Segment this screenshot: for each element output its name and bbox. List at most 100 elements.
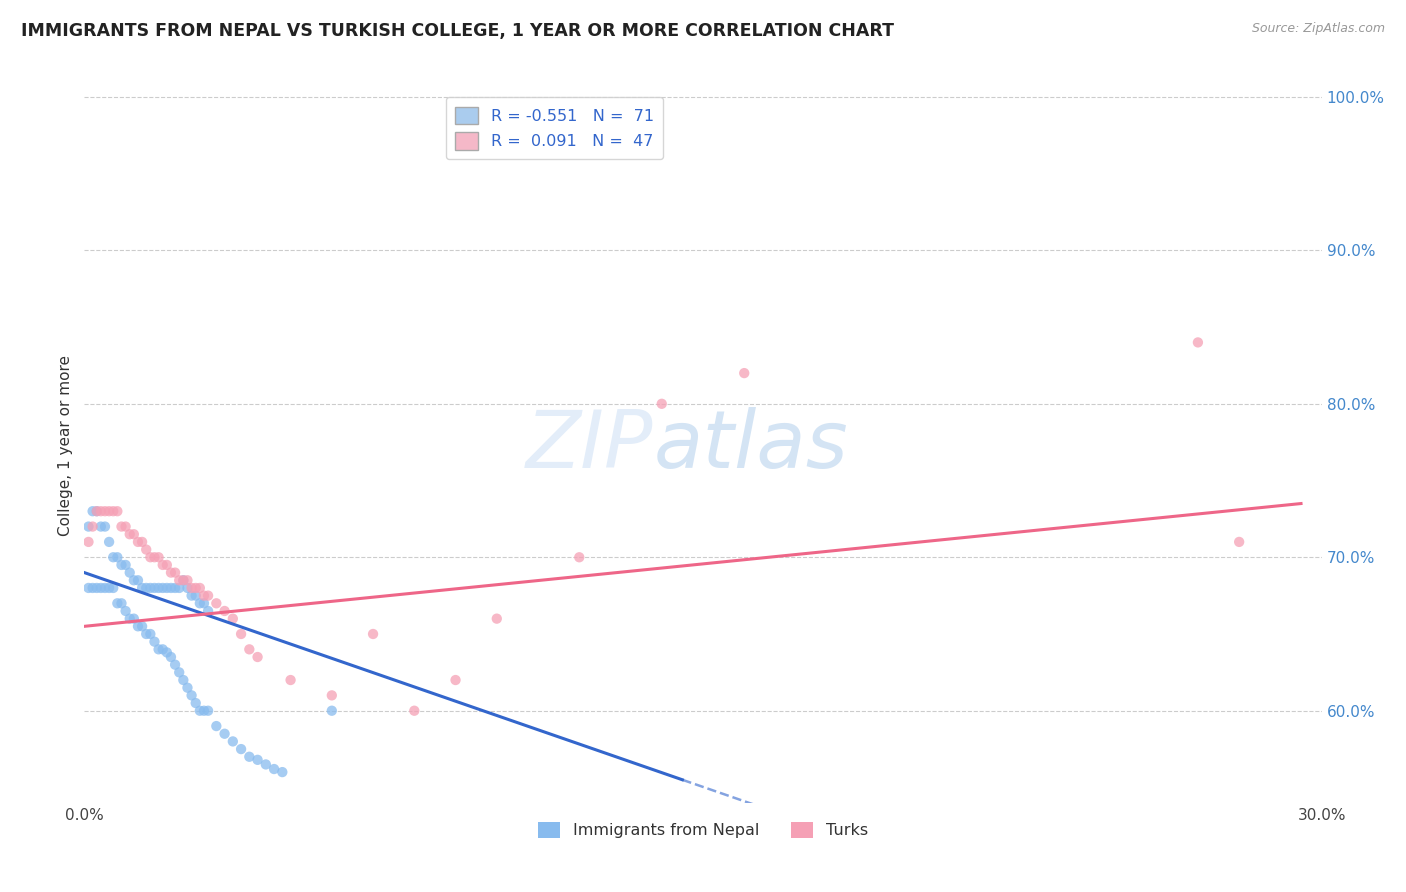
Point (110, 558, 132, 572)
Point (197, 589, 219, 603)
Point (238, 642, 260, 657)
Point (77, 535, 100, 549)
Point (156, 581, 179, 595)
Legend: Immigrants from Nepal, Turks: Immigrants from Nepal, Turks (531, 815, 875, 845)
Point (160, 566, 183, 580)
Point (156, 558, 179, 572)
Point (98, 581, 121, 595)
Point (176, 681, 198, 695)
Point (94, 519, 117, 533)
Point (103, 581, 125, 595)
Point (229, 627, 252, 641)
Point (127, 619, 149, 633)
Point (148, 550, 170, 565)
Point (271, 765, 294, 780)
Point (485, 612, 508, 626)
Point (184, 696, 207, 710)
Point (321, 704, 343, 718)
Point (361, 627, 384, 641)
Point (205, 719, 228, 733)
Point (90, 519, 112, 533)
Point (651, 397, 673, 411)
Point (197, 604, 219, 618)
Point (254, 757, 277, 772)
Point (160, 581, 183, 595)
Point (114, 558, 136, 572)
Point (103, 504, 125, 518)
Point (176, 574, 198, 588)
Point (118, 612, 141, 626)
Point (127, 535, 149, 549)
Point (165, 566, 187, 580)
Point (172, 574, 194, 588)
Point (167, 665, 190, 680)
Point (105, 550, 128, 565)
Point (90, 504, 112, 518)
Point (122, 527, 145, 541)
Point (238, 749, 260, 764)
Text: IMMIGRANTS FROM NEPAL VS TURKISH COLLEGE, 1 YEAR OR MORE CORRELATION CHART: IMMIGRANTS FROM NEPAL VS TURKISH COLLEGE… (21, 22, 894, 40)
Point (118, 566, 141, 580)
Point (176, 581, 198, 595)
Point (180, 581, 202, 595)
Text: ZIP: ZIP (526, 407, 654, 485)
Point (135, 542, 157, 557)
Point (143, 581, 166, 595)
Point (82, 519, 104, 533)
Point (131, 619, 153, 633)
Point (114, 604, 136, 618)
Point (167, 574, 190, 588)
Point (86, 504, 108, 518)
Point (94, 504, 117, 518)
Point (82, 581, 104, 595)
Text: Source: ZipAtlas.com: Source: ZipAtlas.com (1251, 22, 1385, 36)
Point (152, 558, 174, 572)
Point (214, 604, 236, 618)
Point (193, 704, 215, 718)
Point (105, 596, 128, 610)
Point (82, 504, 104, 518)
Point (733, 366, 755, 380)
Point (246, 650, 269, 665)
Point (105, 504, 128, 518)
Point (404, 704, 426, 718)
Y-axis label: College, 1 year or more: College, 1 year or more (58, 356, 73, 536)
Point (229, 742, 252, 756)
Point (184, 589, 207, 603)
Point (122, 612, 145, 626)
Point (135, 581, 157, 595)
Text: atlas: atlas (654, 407, 848, 485)
Point (122, 574, 145, 588)
Point (143, 634, 166, 648)
Point (263, 762, 285, 776)
Point (568, 550, 591, 565)
Point (188, 596, 211, 610)
Point (444, 673, 467, 687)
Point (86, 581, 108, 595)
Point (110, 596, 132, 610)
Point (172, 574, 194, 588)
Point (156, 645, 179, 659)
Point (214, 727, 236, 741)
Point (1227, 535, 1250, 549)
Point (188, 704, 211, 718)
Point (160, 650, 183, 665)
Point (321, 689, 343, 703)
Point (77, 519, 100, 533)
Point (98, 504, 121, 518)
Point (180, 689, 202, 703)
Point (222, 734, 245, 748)
Point (188, 581, 211, 595)
Point (205, 596, 228, 610)
Point (110, 519, 132, 533)
Point (152, 581, 174, 595)
Point (165, 581, 187, 595)
Point (193, 589, 215, 603)
Point (197, 704, 219, 718)
Point (152, 642, 174, 657)
Point (246, 753, 269, 767)
Point (222, 612, 245, 626)
Point (184, 581, 207, 595)
Point (139, 550, 162, 565)
Point (172, 673, 194, 687)
